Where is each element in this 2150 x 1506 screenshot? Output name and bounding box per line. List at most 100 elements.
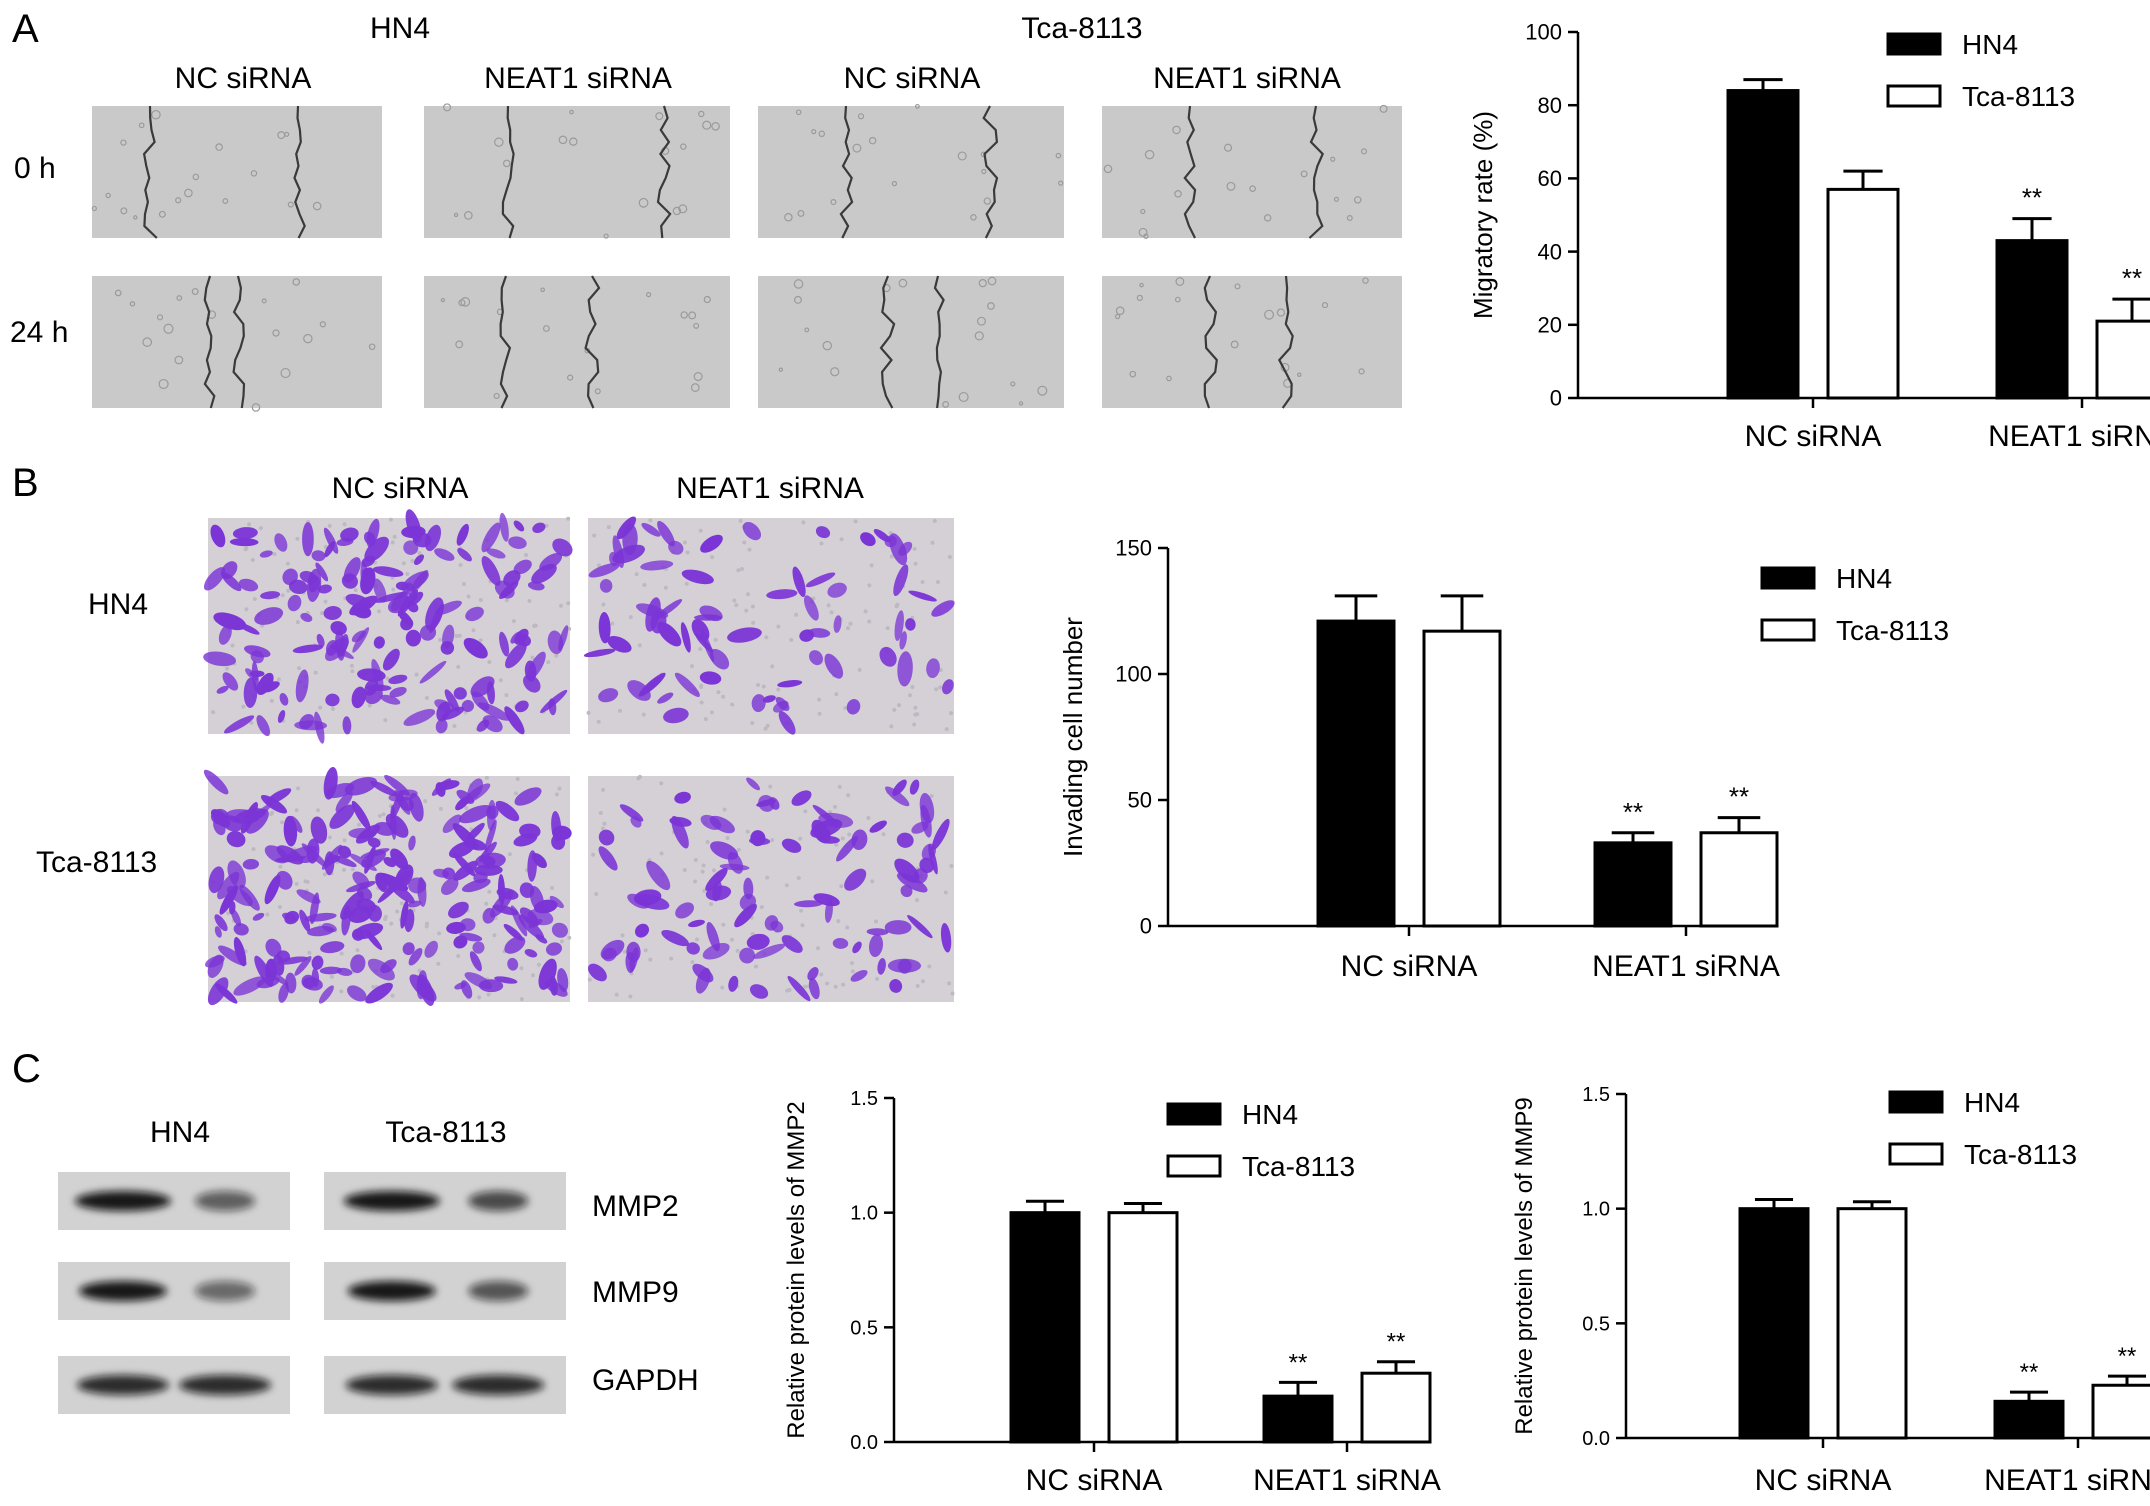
cell-speck bbox=[795, 109, 802, 116]
membrane-pore bbox=[417, 551, 422, 556]
bar bbox=[1009, 1211, 1081, 1444]
invading-cell bbox=[232, 527, 258, 540]
cell-speck bbox=[569, 109, 574, 115]
membrane-pore bbox=[932, 518, 937, 523]
cell-speck bbox=[1296, 372, 1302, 378]
wound-image bbox=[91, 105, 382, 239]
membrane-pore bbox=[913, 561, 918, 566]
invading-cell bbox=[894, 858, 920, 883]
invading-cell bbox=[405, 629, 422, 647]
cell-speck bbox=[703, 295, 711, 304]
invading-cell bbox=[222, 672, 239, 691]
invading-cell bbox=[598, 688, 619, 703]
invading-cell bbox=[908, 590, 937, 602]
invading-cell bbox=[205, 955, 225, 968]
membrane-pore bbox=[870, 879, 875, 884]
membrane-pore bbox=[833, 804, 838, 809]
invading-cell bbox=[657, 692, 674, 704]
cell-speck bbox=[158, 378, 169, 390]
invading-cell bbox=[663, 707, 689, 724]
y-tick-label: 60 bbox=[1538, 166, 1562, 191]
invading-cell bbox=[434, 548, 455, 561]
bar bbox=[1316, 619, 1396, 928]
invading-cell bbox=[549, 895, 564, 909]
membrane-pore bbox=[530, 973, 535, 978]
invading-cell bbox=[552, 825, 572, 841]
membrane-pore bbox=[915, 898, 920, 903]
invading-cell bbox=[751, 694, 766, 713]
membrane-pore bbox=[329, 974, 334, 979]
invading-cell bbox=[746, 777, 760, 791]
membrane-pore bbox=[519, 966, 524, 971]
invading-cell bbox=[218, 625, 232, 645]
invading-cell bbox=[686, 942, 700, 955]
invading-cell bbox=[435, 782, 446, 797]
membrane-pore bbox=[350, 867, 355, 872]
membrane-pore bbox=[250, 558, 255, 563]
membrane-pore bbox=[682, 868, 687, 873]
invading-cell bbox=[325, 639, 338, 656]
membrane-pore bbox=[513, 791, 518, 796]
group-label-nc-tca: NC siRNA bbox=[844, 62, 981, 95]
membrane-pore bbox=[711, 868, 716, 873]
cell-speck bbox=[312, 201, 322, 211]
invading-cell bbox=[709, 815, 735, 834]
invasion-row-label-tca: Tca-8113 bbox=[36, 846, 157, 879]
membrane-pore bbox=[265, 912, 270, 917]
invading-cell bbox=[365, 982, 393, 1004]
membrane-pore bbox=[486, 992, 491, 997]
membrane-pore bbox=[839, 884, 844, 889]
cell-speck bbox=[1143, 233, 1149, 239]
blot-lane-label-hn4: HN4 bbox=[150, 1116, 210, 1149]
membrane-pore bbox=[546, 660, 551, 665]
invading-cell bbox=[739, 893, 757, 911]
invading-cell bbox=[272, 954, 285, 976]
invading-cell bbox=[467, 778, 483, 800]
invading-cell bbox=[352, 627, 370, 653]
cell-speck bbox=[793, 295, 802, 304]
invading-cell bbox=[278, 983, 289, 1003]
membrane-pore bbox=[478, 638, 483, 643]
membrane-pore bbox=[947, 981, 952, 986]
membrane-pore bbox=[530, 655, 535, 660]
invading-cell bbox=[382, 648, 400, 671]
membrane-pore bbox=[399, 901, 404, 906]
cell-speck bbox=[1018, 401, 1024, 406]
protein-band bbox=[195, 1191, 256, 1211]
invading-cell bbox=[372, 566, 404, 577]
y-tick-label: 1.5 bbox=[850, 1088, 878, 1110]
membrane-pore bbox=[834, 842, 839, 847]
cell-speck bbox=[558, 135, 568, 145]
invading-cell bbox=[758, 794, 775, 812]
invading-cell bbox=[324, 855, 341, 866]
cell-speck bbox=[987, 302, 995, 310]
wound-edge bbox=[1203, 275, 1218, 409]
membrane-pore bbox=[866, 816, 871, 821]
invading-cell bbox=[352, 871, 370, 888]
invading-cell bbox=[766, 589, 798, 600]
membrane-pore bbox=[316, 808, 321, 813]
x-category-label: NEAT1 siRNA bbox=[1988, 420, 2150, 453]
y-tick-label: 40 bbox=[1538, 239, 1562, 264]
invading-cell bbox=[514, 787, 542, 806]
invading-cell bbox=[295, 669, 309, 703]
membrane-pore bbox=[280, 593, 285, 598]
invading-cell bbox=[551, 922, 568, 938]
protein-band bbox=[345, 1375, 438, 1395]
cell-speck bbox=[158, 210, 166, 218]
membrane-pore bbox=[845, 925, 850, 930]
cell-speck bbox=[678, 204, 688, 214]
cell-speck bbox=[680, 311, 688, 319]
wound-image-background bbox=[758, 106, 1064, 238]
invading-cell bbox=[310, 816, 328, 844]
membrane-pore bbox=[586, 710, 591, 715]
invading-cell bbox=[504, 936, 526, 954]
invading-cell bbox=[473, 871, 488, 884]
invading-cell bbox=[504, 706, 525, 735]
invading-cell bbox=[336, 538, 354, 546]
invading-cell bbox=[827, 582, 847, 598]
legend-label: Tca-8113 bbox=[1242, 1151, 1355, 1182]
membrane-pore bbox=[934, 687, 939, 692]
membrane-pore bbox=[327, 523, 332, 528]
invading-cell bbox=[850, 969, 868, 982]
